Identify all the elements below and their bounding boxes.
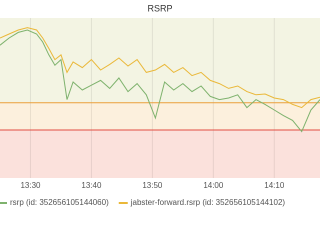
x-tick-label: 13:30 — [20, 181, 41, 190]
series-line — [0, 29, 320, 133]
threshold-band — [0, 18, 320, 103]
legend-label: jabster-forward.rsrp (id: 35265610514410… — [130, 198, 286, 207]
x-tick-label: 14:10 — [264, 181, 285, 190]
x-tick-label: 13:50 — [142, 181, 163, 190]
legend-label: rsrp (id: 352656105144060) — [10, 198, 109, 207]
threshold-band — [0, 130, 320, 178]
chart: RSRP 13:30 13:40 13:50 14:00 14:10 rsrp (id: … — [0, 3, 320, 208]
threshold-band — [0, 102, 320, 130]
x-tick-label: 13:40 — [81, 181, 102, 190]
series-line — [0, 27, 320, 109]
x-tick-label: 14:00 — [203, 181, 224, 190]
chart-title: RSRP — [147, 3, 172, 13]
